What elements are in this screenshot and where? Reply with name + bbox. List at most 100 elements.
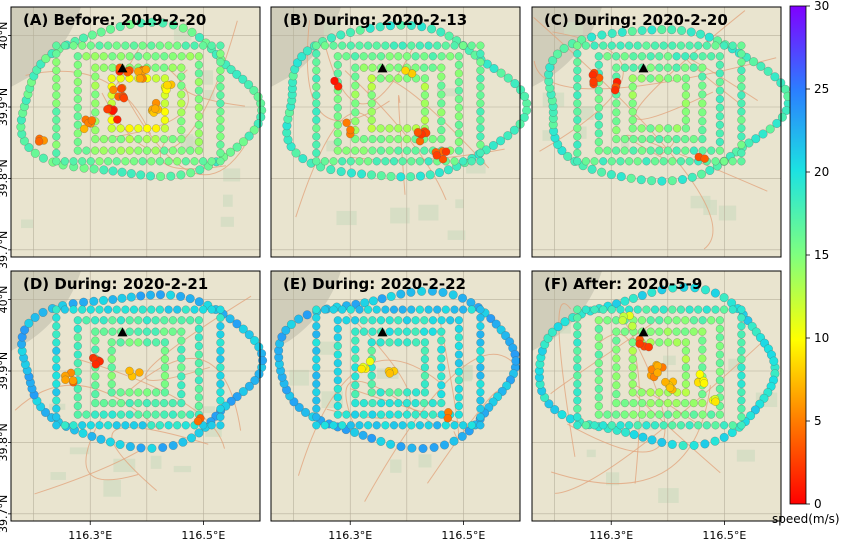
speed-point — [394, 146, 403, 155]
speed-point — [52, 49, 61, 58]
speed-point — [489, 64, 499, 73]
speed-point — [407, 443, 417, 453]
speed-point — [476, 338, 485, 347]
speed-point — [681, 410, 690, 419]
speed-point — [737, 157, 746, 166]
speed-point — [312, 74, 321, 83]
speed-point — [491, 319, 501, 329]
speed-point — [164, 421, 173, 430]
speed-point — [78, 305, 87, 314]
speed-point — [134, 146, 143, 155]
map-panel: (E) During: 2020-2-22 116.3°E 116.5°E — [270, 270, 521, 539]
speed-point — [737, 41, 746, 50]
speed-point — [91, 135, 100, 144]
road — [34, 446, 146, 495]
speed-point — [599, 305, 608, 314]
speed-point — [737, 66, 746, 75]
speed-point — [190, 305, 199, 314]
speed-point — [108, 316, 117, 325]
speed-point — [87, 431, 97, 441]
map-panel: (C) During: 2020-2-20 — [531, 6, 793, 258]
speed-point — [476, 107, 485, 116]
speed-point — [173, 157, 182, 166]
speed-point — [581, 421, 590, 430]
speed-point — [663, 52, 673, 61]
speed-point — [663, 327, 672, 336]
speed-point — [216, 157, 225, 166]
speed-point — [710, 288, 720, 298]
speed-point — [728, 305, 737, 314]
speed-point — [655, 327, 664, 336]
speed-point — [628, 99, 637, 108]
speed-point — [642, 41, 651, 50]
speed-point — [681, 91, 690, 100]
speed-point — [698, 146, 707, 155]
speed-point — [458, 293, 467, 303]
speed-point — [385, 327, 394, 336]
speed-point — [403, 338, 412, 347]
speed-point — [89, 164, 99, 174]
speed-point — [573, 313, 582, 322]
speed-point — [129, 421, 139, 430]
speed-point — [772, 118, 782, 128]
speed-point — [194, 384, 203, 393]
speed-point — [176, 170, 186, 180]
speed-point — [402, 135, 411, 144]
speed-point — [650, 157, 660, 166]
speed-point — [216, 124, 225, 133]
speed-point — [158, 443, 168, 452]
speed-point — [91, 108, 100, 117]
speed-point — [381, 421, 390, 430]
speed-point — [625, 41, 634, 50]
speed-point — [673, 338, 682, 347]
speed-point — [705, 165, 715, 175]
speed-point — [628, 293, 638, 303]
speed-point — [607, 305, 616, 314]
speed-point — [376, 52, 386, 61]
speed-point — [446, 52, 455, 61]
speed-point — [737, 115, 746, 125]
speed-point — [117, 293, 127, 303]
speed-point — [368, 135, 377, 144]
speed-point — [633, 305, 642, 314]
speed-point — [612, 390, 621, 399]
speed-point — [415, 305, 424, 314]
speed-point — [125, 338, 134, 347]
speed-point — [647, 176, 657, 186]
speed-point — [168, 52, 177, 61]
speed-point — [376, 410, 386, 419]
speed-point — [737, 322, 746, 331]
speed-point — [73, 367, 82, 376]
speed-point — [612, 63, 621, 72]
speed-point — [715, 376, 724, 385]
speed-point — [594, 95, 603, 104]
speed-point — [594, 52, 603, 61]
speed-point — [52, 363, 61, 372]
speed-point — [700, 439, 710, 449]
speed-point — [599, 421, 608, 430]
speed-point — [351, 52, 360, 61]
speed-point — [607, 28, 617, 38]
speed-point — [573, 49, 582, 58]
speed-point — [433, 41, 442, 50]
speed-point — [698, 336, 707, 345]
speed-point — [312, 396, 321, 405]
speed-point — [590, 41, 599, 50]
speed-point — [312, 58, 321, 67]
slow-speed-point — [700, 154, 709, 163]
speed-point — [365, 23, 375, 33]
speed-point — [672, 135, 681, 144]
speed-point — [52, 99, 61, 108]
speed-point — [394, 135, 403, 144]
speed-point — [678, 175, 687, 184]
speed-point — [628, 363, 637, 372]
speed-point — [719, 432, 729, 442]
speed-point — [448, 290, 458, 300]
speed-point — [750, 405, 760, 415]
speed-point — [367, 388, 376, 397]
speed-point — [642, 421, 651, 430]
speed-point — [134, 327, 143, 336]
speed-point — [612, 52, 621, 61]
speed-point — [342, 146, 351, 155]
